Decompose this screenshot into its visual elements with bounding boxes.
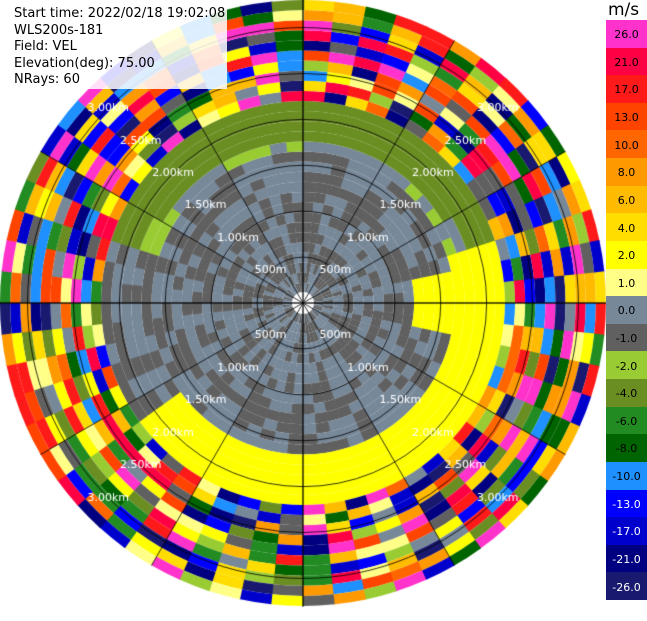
colorbar-segment bbox=[606, 185, 647, 214]
colorbar-tick-label: 26.0 bbox=[614, 28, 639, 42]
start-time-text: Start time: 2022/02/18 19:02:08 bbox=[14, 6, 226, 21]
colorbar-tick-label: -8.0 bbox=[615, 442, 638, 456]
colorbar: 26.0 21.0 17.0 13.0 10.0 8.0 6.0 4.0 2.0 1.0 0.0 -1… bbox=[606, 20, 647, 621]
colorbar-tick-label: 13.0 bbox=[614, 111, 639, 125]
colorbar-tick-label: -30.0 bbox=[612, 608, 641, 621]
colorbar-tick-label: 4.0 bbox=[617, 221, 636, 235]
colorbar-tick-label: 21.0 bbox=[614, 55, 639, 69]
colorbar-tick-label: -4.0 bbox=[615, 387, 638, 401]
colorbar-segment bbox=[606, 130, 647, 159]
colorbar-tick-label: -10.0 bbox=[612, 470, 641, 484]
colorbar-segment bbox=[606, 544, 647, 573]
colorbar-segment bbox=[606, 517, 647, 546]
colorbar-segment bbox=[606, 158, 647, 187]
colorbar-tick-label: -13.0 bbox=[612, 497, 641, 511]
colorbar-tick-label: 6.0 bbox=[617, 193, 636, 207]
colorbar-tick-label: -6.0 bbox=[615, 414, 638, 428]
ppi-radar-plot bbox=[0, 0, 647, 607]
colorbar-segment bbox=[606, 296, 647, 325]
colorbar-tick-label: 1.0 bbox=[617, 276, 636, 290]
colorbar-tick-label: -2.0 bbox=[615, 359, 638, 373]
colorbar-tick-label: -17.0 bbox=[612, 525, 641, 539]
colorbar-unit: m/s bbox=[608, 0, 640, 20]
colorbar-segment bbox=[606, 20, 647, 49]
colorbar-segment bbox=[606, 268, 647, 297]
colorbar-segment bbox=[606, 406, 647, 435]
colorbar-segment bbox=[606, 240, 647, 270]
elevation-text: Elevation(deg): 75.00 bbox=[14, 55, 155, 71]
colorbar-segment bbox=[606, 379, 647, 408]
colorbar-tick-label: 17.0 bbox=[614, 83, 639, 97]
colorbar-tick-label: -21.0 bbox=[612, 552, 641, 566]
colorbar-segment bbox=[606, 102, 647, 131]
colorbar-tick-label: -26.0 bbox=[612, 580, 641, 594]
colorbar-tick-label: 2.0 bbox=[617, 249, 636, 263]
colorbar-segment bbox=[606, 489, 647, 518]
colorbar-segment bbox=[606, 461, 647, 490]
nrays-text: NRays: 60 bbox=[14, 72, 80, 87]
colorbar-segment bbox=[606, 47, 647, 76]
colorbar-segment bbox=[606, 434, 647, 463]
colorbar-segment bbox=[606, 351, 647, 380]
colorbar-tick-label: 0.0 bbox=[617, 304, 636, 318]
colorbar-tick-label: -1.0 bbox=[615, 332, 638, 345]
colorbar-segment bbox=[606, 75, 647, 104]
scan-info-panel: Start time: 2022/02/18 19:02:08 WLS200s-… bbox=[12, 6, 228, 89]
colorbar-tick-label: 8.0 bbox=[617, 166, 636, 180]
colorbar-tick-label: 10.0 bbox=[614, 138, 639, 152]
colorbar-segment bbox=[606, 213, 647, 242]
colorbar-segment bbox=[606, 572, 647, 601]
colorbar-segment bbox=[606, 323, 647, 352]
instrument-name: WLS200s-181 bbox=[14, 22, 104, 38]
field-name: Field: VEL bbox=[14, 39, 77, 54]
